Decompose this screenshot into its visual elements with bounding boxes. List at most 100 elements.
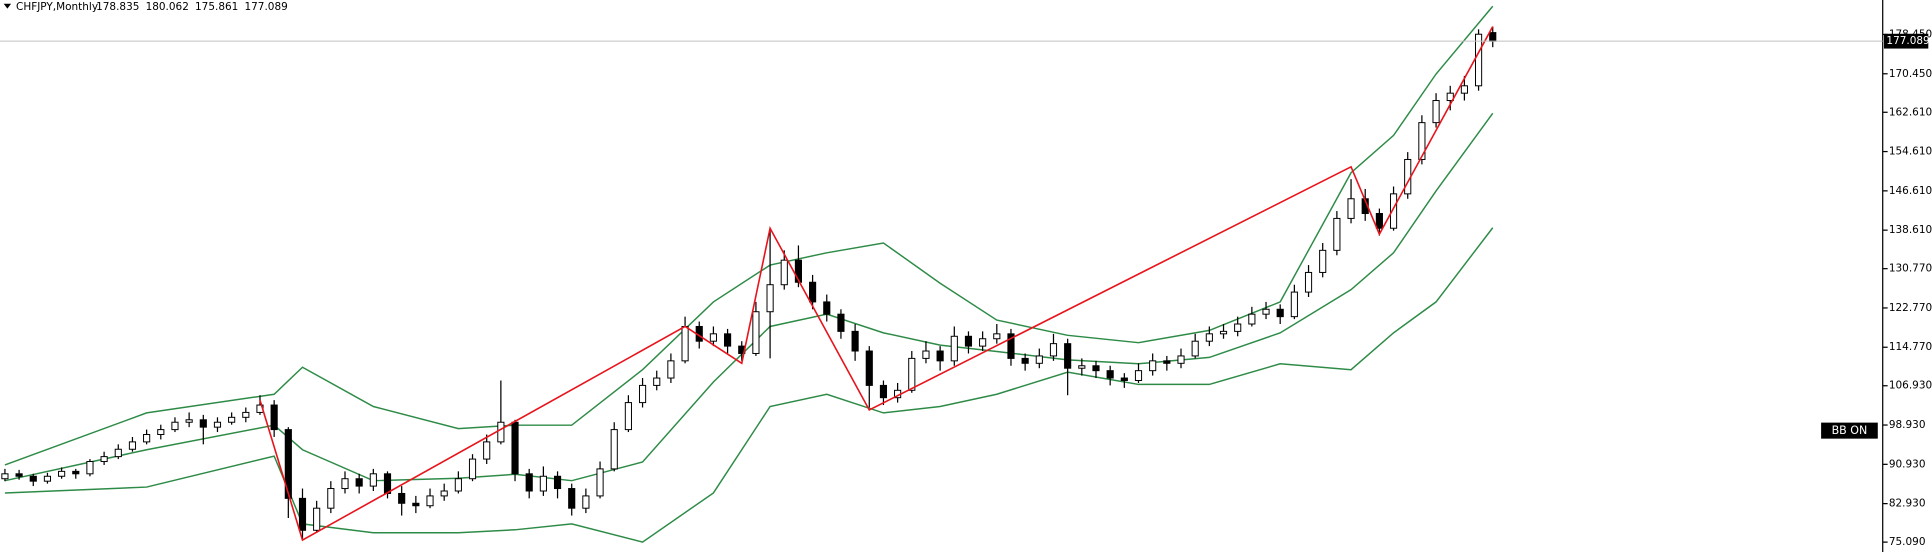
candle-body xyxy=(794,259,803,283)
candle-body xyxy=(228,416,236,423)
candle-body xyxy=(440,490,448,497)
symbol-menu-arrow[interactable] xyxy=(3,3,12,9)
y-tick-label: 154.610 xyxy=(1889,146,1932,158)
y-tick-label: 138.610 xyxy=(1889,224,1932,236)
candle-body xyxy=(100,456,108,463)
candle-body xyxy=(709,333,717,342)
ohlc-value: 180.062 xyxy=(146,1,189,13)
candle-body xyxy=(1276,308,1284,318)
candle-body xyxy=(638,384,647,404)
candle-body xyxy=(86,461,94,475)
candle-body xyxy=(1432,100,1440,124)
y-tick-label: 82.930 xyxy=(1889,498,1926,510)
zigzag-line xyxy=(259,26,1494,542)
candle-body xyxy=(1049,343,1058,357)
candle-body xyxy=(766,284,774,313)
candle-body xyxy=(341,478,349,490)
candle-body xyxy=(29,475,37,482)
candle-body xyxy=(1234,323,1242,332)
candle-body xyxy=(1460,85,1468,94)
candle-body xyxy=(1191,340,1199,357)
candle-body xyxy=(851,330,859,352)
candle-body xyxy=(454,478,462,492)
candle-body xyxy=(582,495,590,509)
ohlc-value: 175.861 xyxy=(195,1,238,13)
candle-body xyxy=(724,333,732,347)
candle-body xyxy=(213,421,222,428)
current-price-box xyxy=(1883,33,1929,49)
candle-body xyxy=(114,448,122,458)
candle-body xyxy=(539,475,547,492)
candle-body xyxy=(1262,308,1270,315)
candle-body xyxy=(1347,198,1355,219)
candle-body xyxy=(199,419,207,428)
candle-body xyxy=(1106,370,1114,379)
candle-body xyxy=(667,360,675,379)
candle-body xyxy=(185,419,193,423)
candle-body xyxy=(1064,343,1072,369)
candle-body xyxy=(1,473,9,480)
candle-body xyxy=(610,429,618,470)
y-tick-label: 98.930 xyxy=(1889,419,1926,431)
y-tick-label: 130.770 xyxy=(1889,263,1932,275)
candle-body xyxy=(1149,360,1157,372)
candle-body xyxy=(553,475,562,490)
candle-body xyxy=(1007,333,1015,359)
candle-body xyxy=(143,434,151,443)
candle-body xyxy=(1375,213,1383,229)
y-tick-label: 75.090 xyxy=(1889,536,1926,548)
candle-body xyxy=(950,335,958,362)
candle-body xyxy=(596,468,604,497)
candle-body xyxy=(653,377,661,386)
candle-body xyxy=(468,458,477,480)
candle-body xyxy=(837,313,845,332)
symbol: CHFJPY,Monthly xyxy=(16,1,98,13)
candle-body xyxy=(270,404,278,431)
candle-body xyxy=(383,473,392,494)
candle-body xyxy=(780,259,788,286)
candle-body xyxy=(1304,271,1313,293)
y-tick-label: 122.770 xyxy=(1889,302,1932,314)
candle-body xyxy=(1489,32,1497,42)
candle-body xyxy=(964,335,973,347)
candle-body xyxy=(1290,291,1298,318)
candle-body xyxy=(624,402,632,431)
candle-body xyxy=(398,492,406,504)
candle-body xyxy=(313,507,321,531)
candle-body xyxy=(1120,377,1128,381)
candle-body xyxy=(922,350,930,359)
candle-body xyxy=(1446,92,1454,102)
indicator-label: BB ON xyxy=(1832,424,1868,437)
candle-body xyxy=(1205,333,1213,342)
indicator-badge xyxy=(1821,422,1878,439)
y-tick-label: 106.930 xyxy=(1889,380,1932,392)
candle-body xyxy=(242,411,250,418)
candle-body xyxy=(936,350,944,362)
candle-body xyxy=(1319,249,1327,273)
candle-body xyxy=(355,478,363,487)
candle-body xyxy=(369,473,377,487)
candle-body xyxy=(1333,217,1341,251)
candle-body xyxy=(809,281,817,303)
candle-body xyxy=(1177,355,1185,364)
y-tick-label: 162.610 xyxy=(1889,106,1932,118)
candle-body xyxy=(511,421,519,475)
candle-body xyxy=(483,441,491,460)
current-price-label: 177.089 xyxy=(1886,35,1929,47)
candle-body xyxy=(58,470,66,477)
candle-body xyxy=(1248,313,1256,325)
candle-body xyxy=(72,470,80,475)
candle-body xyxy=(823,301,831,315)
candle-body xyxy=(1092,365,1100,372)
candle-body xyxy=(128,441,137,450)
candle-body xyxy=(43,475,52,482)
candle-body xyxy=(171,421,179,431)
candle-body xyxy=(1163,360,1171,364)
ohlc-header: 178.835 180.062 175.861 177.089 xyxy=(96,1,288,13)
y-tick-label: 90.930 xyxy=(1889,458,1926,470)
bollinger-band xyxy=(4,5,1494,466)
ohlc-value: 178.835 xyxy=(96,1,139,13)
candle-body xyxy=(157,429,165,436)
